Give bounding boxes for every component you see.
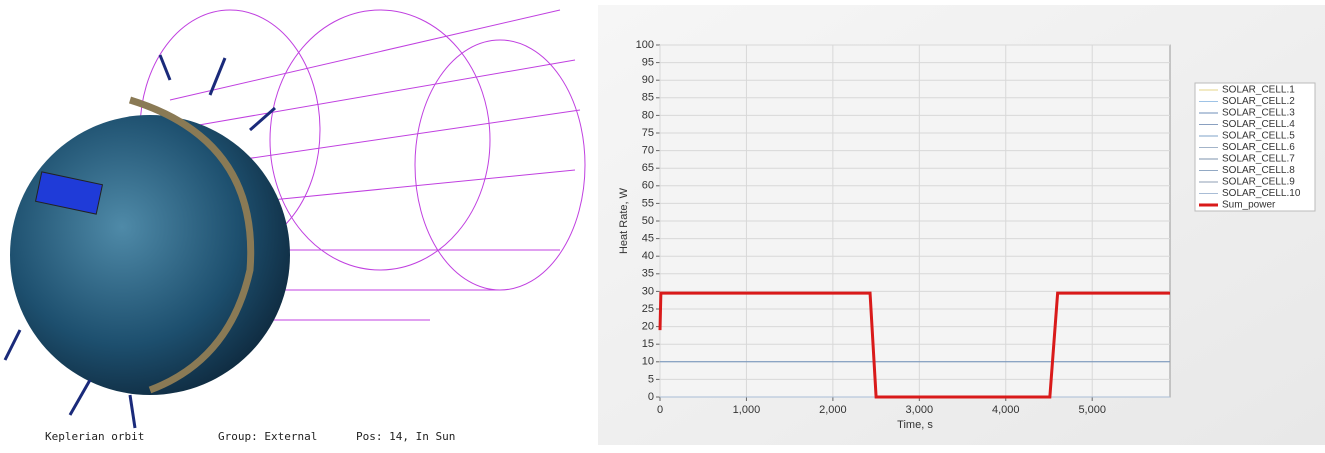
y-tick-label: 70: [642, 145, 654, 157]
x-tick-label: 5,000: [1078, 404, 1106, 416]
y-tick-label: 15: [642, 338, 654, 350]
y-tick-label: 85: [642, 92, 654, 104]
legend-label: SOLAR_CELL.9: [1222, 177, 1295, 188]
legend-label: SOLAR_CELL.8: [1222, 165, 1295, 176]
status-orbit: Keplerian orbit: [45, 430, 144, 443]
y-tick-label: 40: [642, 250, 654, 262]
status-position: Pos: 14, In Sun: [356, 430, 455, 443]
x-axis-label: Time, s: [897, 419, 933, 431]
legend-label: SOLAR_CELL.6: [1222, 142, 1295, 153]
legend-label: SOLAR_CELL.7: [1222, 154, 1295, 165]
y-tick-label: 60: [642, 180, 654, 192]
y-tick-label: 65: [642, 162, 654, 174]
y-axis-label: Heat Rate, W: [618, 187, 630, 254]
legend-label: SOLAR_CELL.10: [1222, 188, 1301, 199]
page: {"status_bar": {"orbit": "Keplerian orbi…: [0, 0, 1325, 448]
y-tick-label: 80: [642, 109, 654, 121]
legend-label: SOLAR_CELL.5: [1222, 131, 1295, 142]
y-tick-label: 0: [648, 391, 654, 403]
y-tick-label: 10: [642, 356, 654, 368]
y-tick-label: 75: [642, 127, 654, 139]
y-tick-label: 25: [642, 303, 654, 315]
screen: Keplerian orbit Group: External Pos: 14,…: [0, 0, 1325, 448]
x-tick-label: 3,000: [906, 404, 934, 416]
y-tick-label: 45: [642, 233, 654, 245]
y-tick-label: 95: [642, 57, 654, 69]
y-tick-label: 30: [642, 285, 654, 297]
x-tick-label: 0: [657, 404, 663, 416]
y-tick-label: 90: [642, 74, 654, 86]
x-tick-label: 4,000: [992, 404, 1020, 416]
y-tick-label: 5: [648, 373, 654, 385]
y-tick-label: 50: [642, 215, 654, 227]
y-tick-label: 55: [642, 197, 654, 209]
y-tick-label: 100: [636, 39, 654, 51]
legend-label: SOLAR_CELL.4: [1222, 119, 1295, 130]
x-tick-label: 1,000: [733, 404, 761, 416]
legend-label: SOLAR_CELL.1: [1222, 85, 1295, 96]
legend-label: SOLAR_CELL.2: [1222, 96, 1295, 107]
y-tick-label: 35: [642, 268, 654, 280]
legend-label: SOLAR_CELL.3: [1222, 108, 1295, 119]
status-group: Group: External: [218, 430, 317, 443]
x-tick-label: 2,000: [819, 404, 847, 416]
y-tick-label: 20: [642, 321, 654, 333]
legend-label: Sum_power: [1222, 200, 1276, 211]
